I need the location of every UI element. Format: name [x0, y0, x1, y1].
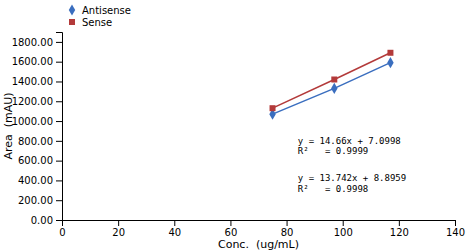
legend-symbol	[69, 4, 75, 15]
y-tick-mark	[56, 42, 62, 43]
y-tick-label: 1000.00	[12, 116, 53, 127]
y-tick-label: 600.00	[18, 155, 53, 166]
point	[270, 105, 276, 111]
series-line	[273, 63, 391, 114]
y-tick: 400.00	[18, 175, 62, 186]
x-tick-label: 100	[334, 227, 353, 238]
point	[331, 83, 337, 94]
x-tick-label: 80	[281, 227, 294, 238]
annotation-line: R² = 0.9998	[298, 184, 368, 194]
y-tick: 1800.00	[12, 37, 62, 48]
y-tick-label: 1600.00	[12, 56, 53, 67]
chart: 0204060801001201400.00200.00400.00600.00…	[0, 0, 471, 252]
x-tick-label: 120	[390, 227, 409, 238]
legend-item: Sense	[69, 17, 112, 28]
x-tick-label: 60	[225, 227, 238, 238]
y-tick-label: 800.00	[18, 136, 53, 147]
y-tick: 800.00	[18, 136, 62, 147]
x-tick-mark	[287, 220, 288, 226]
y-tick-mark	[56, 180, 62, 181]
y-tick-mark	[56, 121, 62, 122]
x-tick-mark	[230, 220, 231, 226]
y-tick: 1000.00	[12, 116, 62, 127]
x-tick: 40	[168, 220, 181, 238]
x-tick: 20	[112, 220, 125, 238]
x-axis: 0 20 40 60 80 100 120 140	[59, 220, 465, 238]
annotation: y = 13.742x + 8.8959R² = 0.9998	[298, 173, 406, 194]
y-tick: 1600.00	[12, 56, 62, 67]
y-tick: 0.00	[31, 215, 62, 226]
legend-symbol	[69, 19, 75, 25]
y-tick-label: 1800.00	[12, 37, 53, 48]
x-tick: 60	[225, 220, 238, 238]
y-tick-label: 1200.00	[12, 96, 53, 107]
x-tick-label: 140	[446, 227, 465, 238]
series-line	[273, 53, 391, 108]
y-tick-mark	[56, 81, 62, 82]
legend: AntisenseSense	[69, 4, 131, 27]
y-tick-label: 0.00	[31, 215, 53, 226]
x-tick-mark	[343, 220, 344, 226]
point	[387, 57, 393, 68]
x-axis-title: Conc. (ug/mL)	[218, 238, 299, 251]
point	[331, 76, 337, 82]
x-tick-mark	[399, 220, 400, 226]
annotation-line: R² = 0.9999	[298, 146, 368, 156]
annotation-line: y = 13.742x + 8.8959	[298, 173, 406, 183]
x-tick: 80	[281, 220, 294, 238]
y-axis: 0.00 200.00 400.00 600.00 800.00 1000.00 1200.…	[12, 33, 63, 226]
legend-item: Antisense	[69, 4, 131, 15]
y-tick: 200.00	[18, 195, 62, 206]
y-tick-label: 200.00	[18, 195, 53, 206]
y-tick-mark	[56, 141, 62, 142]
annotations: y = 14.66x + 7.0998R² = 0.9999 y = 13.742…	[298, 136, 406, 194]
annotation: y = 14.66x + 7.0998R² = 0.9999	[298, 136, 401, 157]
y-tick: 1400.00	[12, 76, 62, 87]
y-tick-label: 1400.00	[12, 76, 53, 87]
x-tick-mark	[455, 220, 456, 226]
x-tick: 120	[390, 220, 409, 238]
marks	[269, 50, 393, 120]
y-tick-label: 400.00	[18, 175, 53, 186]
annotation-line: y = 14.66x + 7.0998	[298, 136, 401, 146]
y-tick-mark	[56, 101, 62, 102]
x-tick-mark	[174, 220, 175, 226]
x-axis-line	[63, 221, 456, 227]
x-tick: 100	[334, 220, 353, 238]
x-tick-mark	[118, 220, 119, 226]
y-tick-mark	[56, 220, 62, 221]
y-axis-title: Area (mAU)	[2, 92, 15, 159]
y-tick-mark	[56, 200, 62, 201]
y-tick-mark	[56, 161, 62, 162]
y-axis-line	[56, 33, 63, 221]
legend-label: Antisense	[82, 5, 131, 16]
x-tick-label: 40	[168, 227, 181, 238]
plot-area: 0204060801001201400.00200.00400.00600.00…	[12, 33, 465, 239]
x-tick: 0	[59, 220, 65, 238]
y-tick: 600.00	[18, 155, 62, 166]
point	[387, 50, 393, 56]
x-tick-label: 0	[59, 227, 65, 238]
legend-label: Sense	[82, 17, 112, 28]
y-tick: 1200.00	[12, 96, 62, 107]
x-tick-label: 20	[112, 227, 125, 238]
y-tick-mark	[56, 62, 62, 63]
x-tick: 140	[446, 220, 465, 238]
